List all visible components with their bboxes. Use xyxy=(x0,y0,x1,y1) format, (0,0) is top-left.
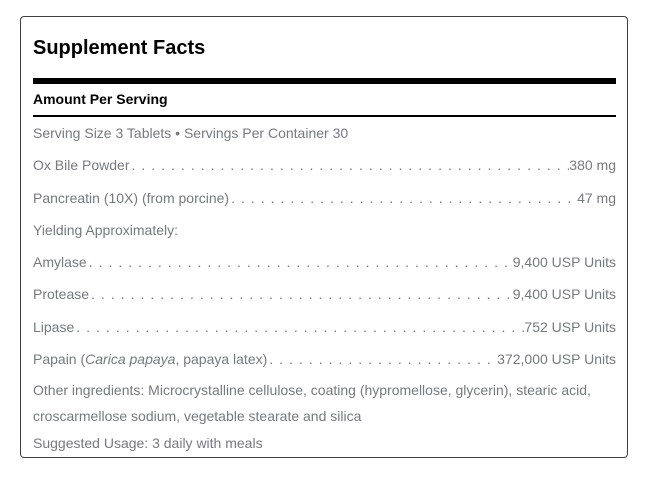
amount-per-serving-heading: Amount Per Serving xyxy=(33,91,168,107)
ingredient-row: Pancreatin (10X) (from porcine).........… xyxy=(33,182,616,214)
ingredient-row: Lipase..................................… xyxy=(33,311,616,343)
ingredient-label: Amylase xyxy=(33,254,87,271)
other-ingredients-text: Other ingredients: Microcrystalline cell… xyxy=(33,382,591,425)
ingredient-value: 9,400 USP Units xyxy=(512,286,616,303)
dot-leader: ........................................… xyxy=(131,157,569,174)
ingredient-value: 380 mg xyxy=(569,157,616,174)
thin-divider xyxy=(33,115,616,117)
ingredient-value: 9,400 USP Units xyxy=(512,254,616,271)
thick-divider xyxy=(33,78,616,84)
dot-leader: ........................................… xyxy=(231,189,578,206)
ingredient-row: Serving Size 3 Tablets • Servings Per Co… xyxy=(33,117,616,149)
ingredient-row: Protease................................… xyxy=(33,278,616,310)
ingredient-label: Pancreatin (10X) (from porcine) xyxy=(33,189,230,206)
ingredient-label: Ox Bile Powder xyxy=(33,157,130,174)
ingredient-value: 372,000 USP Units xyxy=(497,351,616,368)
ingredient-label: Lipase xyxy=(33,318,75,335)
ingredient-rows: Serving Size 3 Tablets • Servings Per Co… xyxy=(33,117,616,375)
ingredient-row: Papain (Carica papaya, papaya latex)....… xyxy=(33,343,616,375)
ingredient-value: 47 mg xyxy=(577,189,616,206)
suggested-usage-text: Suggested Usage: 3 daily with meals xyxy=(33,435,263,452)
ingredient-label: Protease xyxy=(33,286,90,303)
dot-leader: ........................................… xyxy=(76,318,525,335)
ingredient-value: 752 USP Units xyxy=(524,318,616,335)
ingredient-row: Yielding Approximately: xyxy=(33,214,616,246)
ingredient-row: Amylase.................................… xyxy=(33,246,616,278)
dot-leader: ........................................… xyxy=(88,254,513,271)
panel-title: Supplement Facts xyxy=(33,37,206,59)
supplement-facts-panel: Supplement Facts Amount Per Serving Serv… xyxy=(20,16,628,458)
ingredient-label: Yielding Approximately: xyxy=(33,221,179,238)
ingredient-label: Serving Size 3 Tablets • Servings Per Co… xyxy=(33,125,349,141)
ingredient-row: Ox Bile Powder..........................… xyxy=(33,149,616,181)
dot-leader: ........................................… xyxy=(269,351,497,368)
ingredient-label: Papain (Carica papaya, papaya latex) xyxy=(33,351,268,368)
dot-leader: ........................................… xyxy=(91,286,513,303)
